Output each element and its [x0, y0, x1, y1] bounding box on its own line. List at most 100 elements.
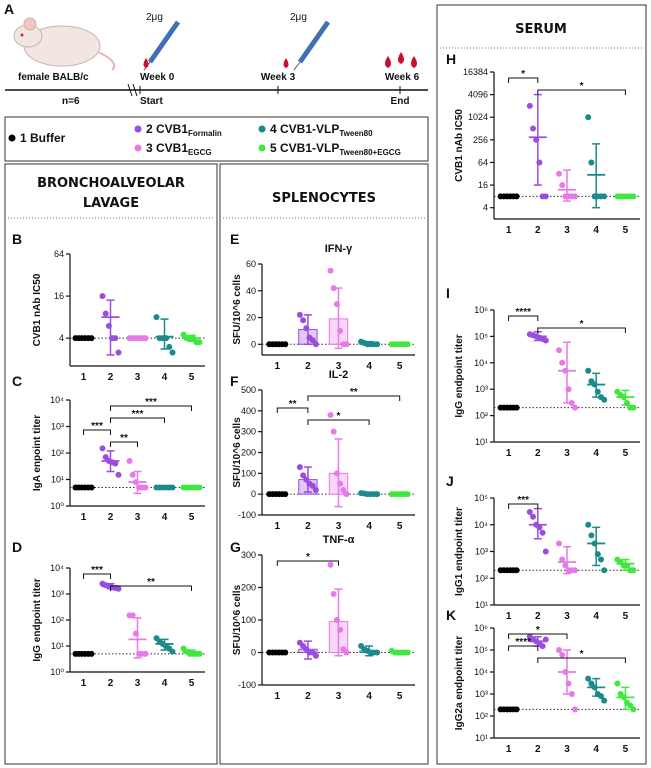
- legend-swatch: [258, 125, 266, 133]
- significance-label: *: [580, 81, 584, 92]
- chart-panel: J IgG1 endpoint titer 10¹ 10² 10³ 10⁴ 10⁵ 1 2 3 4 5…: [446, 473, 640, 622]
- x-tick-label: 4: [593, 448, 599, 459]
- y-tick-label: 0: [251, 489, 256, 499]
- y-axis-label: SFU/10^6 cells: [232, 584, 243, 655]
- y-axis-label: CVB1 nAb IC50: [454, 109, 465, 182]
- legend-label-subscript: Tween80: [339, 129, 373, 138]
- x-tick-label: 4: [366, 361, 372, 372]
- x-tick-label: 3: [135, 372, 141, 383]
- x-tick-label: 2: [535, 611, 541, 622]
- significance-bracket: [110, 417, 165, 423]
- x-tick-label: 3: [135, 512, 141, 523]
- data-point: [129, 471, 136, 478]
- chart-panel: G TNF-α SFU/10^6 cells -100 0 100 200 300 1 2 3 4 5 *: [230, 534, 415, 702]
- section-box: [219, 163, 429, 765]
- y-tick-label: 10⁴: [474, 358, 488, 368]
- y-tick-label: 10³: [475, 547, 488, 557]
- panel-letter: H: [446, 51, 456, 67]
- y-tick-label: 4: [483, 203, 488, 213]
- significance-bracket: [508, 503, 539, 509]
- data-point: [282, 341, 289, 348]
- data-point: [115, 585, 122, 592]
- data-point: [169, 648, 176, 655]
- x-tick-label: 1: [275, 691, 281, 702]
- x-tick-label: 2: [305, 361, 311, 372]
- blood-drop-icon: [143, 52, 417, 68]
- data-point: [300, 317, 307, 324]
- significance-bracket: [276, 407, 309, 413]
- data-point: [630, 706, 637, 713]
- legend-label: 5 CVB1-VLPTween80+EGCG: [270, 141, 401, 157]
- timeline-marker: Start: [140, 96, 163, 107]
- data-point: [282, 649, 289, 656]
- y-tick-label: 10³: [51, 422, 64, 432]
- data-point: [568, 400, 575, 407]
- data-point: [556, 540, 562, 547]
- y-tick-label: 16: [478, 180, 488, 190]
- legend-swatch: [134, 125, 142, 133]
- data-point: [115, 471, 122, 478]
- data-point: [312, 341, 319, 348]
- y-tick-label: 10⁵: [474, 493, 488, 503]
- y-tick-label: 0: [251, 648, 256, 658]
- significance-label: *: [580, 319, 584, 330]
- x-tick-label: 2: [305, 691, 311, 702]
- data-point: [542, 548, 549, 555]
- y-tick-label: 10⁴: [474, 667, 488, 677]
- x-tick-label: 5: [397, 361, 403, 372]
- data-point: [309, 482, 316, 489]
- y-tick-label: 10¹: [51, 475, 64, 485]
- section-box: [4, 163, 218, 765]
- charts: B CVB1 nAb IC50 4 16 64 1 2 3 4 5 C IgA enpoint tit…: [12, 51, 640, 755]
- y-tick-label: 1024: [468, 112, 488, 122]
- y-tick-label: 20: [246, 313, 256, 323]
- significance-bracket: [110, 441, 138, 447]
- x-tick-label: 5: [623, 225, 629, 236]
- significance-label: *: [521, 69, 525, 80]
- chart-panel: K IgG2a endpoint titer 10¹ 10² 10³ 10⁴ 10⁵ 10⁶ 1…: [446, 607, 640, 755]
- x-tick-label: 1: [506, 744, 512, 755]
- x-tick-label: 4: [366, 691, 372, 702]
- y-tick-label: 10⁴: [474, 520, 488, 530]
- x-tick-label: 3: [564, 225, 570, 236]
- legend-label-main: 2 CVB1: [146, 122, 188, 136]
- data-point: [374, 341, 381, 348]
- y-axis-label: IgG endpoint titer: [32, 578, 43, 661]
- y-tick-label: 0: [251, 339, 256, 349]
- legend-label-subscript: EGCG: [188, 148, 212, 157]
- data-point: [530, 513, 536, 520]
- data-point: [312, 652, 319, 659]
- data-point: [556, 170, 562, 177]
- x-tick-label: 5: [623, 611, 629, 622]
- significance-bracket: [508, 633, 568, 639]
- y-tick-label: 300: [241, 550, 256, 560]
- significance-label: **: [120, 433, 128, 444]
- x-tick-label: 3: [564, 448, 570, 459]
- y-axis-label: IgG endpoint titer: [454, 334, 465, 417]
- x-tick-label: 2: [535, 744, 541, 755]
- x-tick-label: 3: [564, 744, 570, 755]
- x-tick-label: 2: [305, 521, 311, 532]
- data-point: [526, 102, 533, 109]
- data-point: [630, 404, 637, 411]
- y-axis-label: CVB1 nAb IC50: [32, 273, 43, 346]
- data-point: [598, 556, 604, 563]
- panel-letter: J: [446, 473, 454, 489]
- data-point: [404, 491, 411, 498]
- y-tick-label: 10⁵: [474, 331, 488, 341]
- significance-label: ***: [145, 397, 157, 408]
- significance-label: *: [306, 552, 310, 563]
- chart-panel: F IL-2 SFU/10^6 cells -100 0 100 200 300 400 500 1…: [230, 369, 415, 532]
- legend-label-main: 4 CVB1-VLP: [270, 122, 339, 136]
- y-tick-label: 10²: [475, 711, 488, 721]
- section-title: LAVAGE: [83, 196, 139, 211]
- data-point: [112, 460, 119, 467]
- data-point: [588, 532, 595, 539]
- x-tick-label: 4: [162, 512, 168, 523]
- y-axis-label: IgG1 endpoint titer: [454, 507, 465, 596]
- mouse-icon: [13, 17, 116, 71]
- y-tick-label: 10⁵: [474, 645, 488, 655]
- data-point: [129, 612, 136, 619]
